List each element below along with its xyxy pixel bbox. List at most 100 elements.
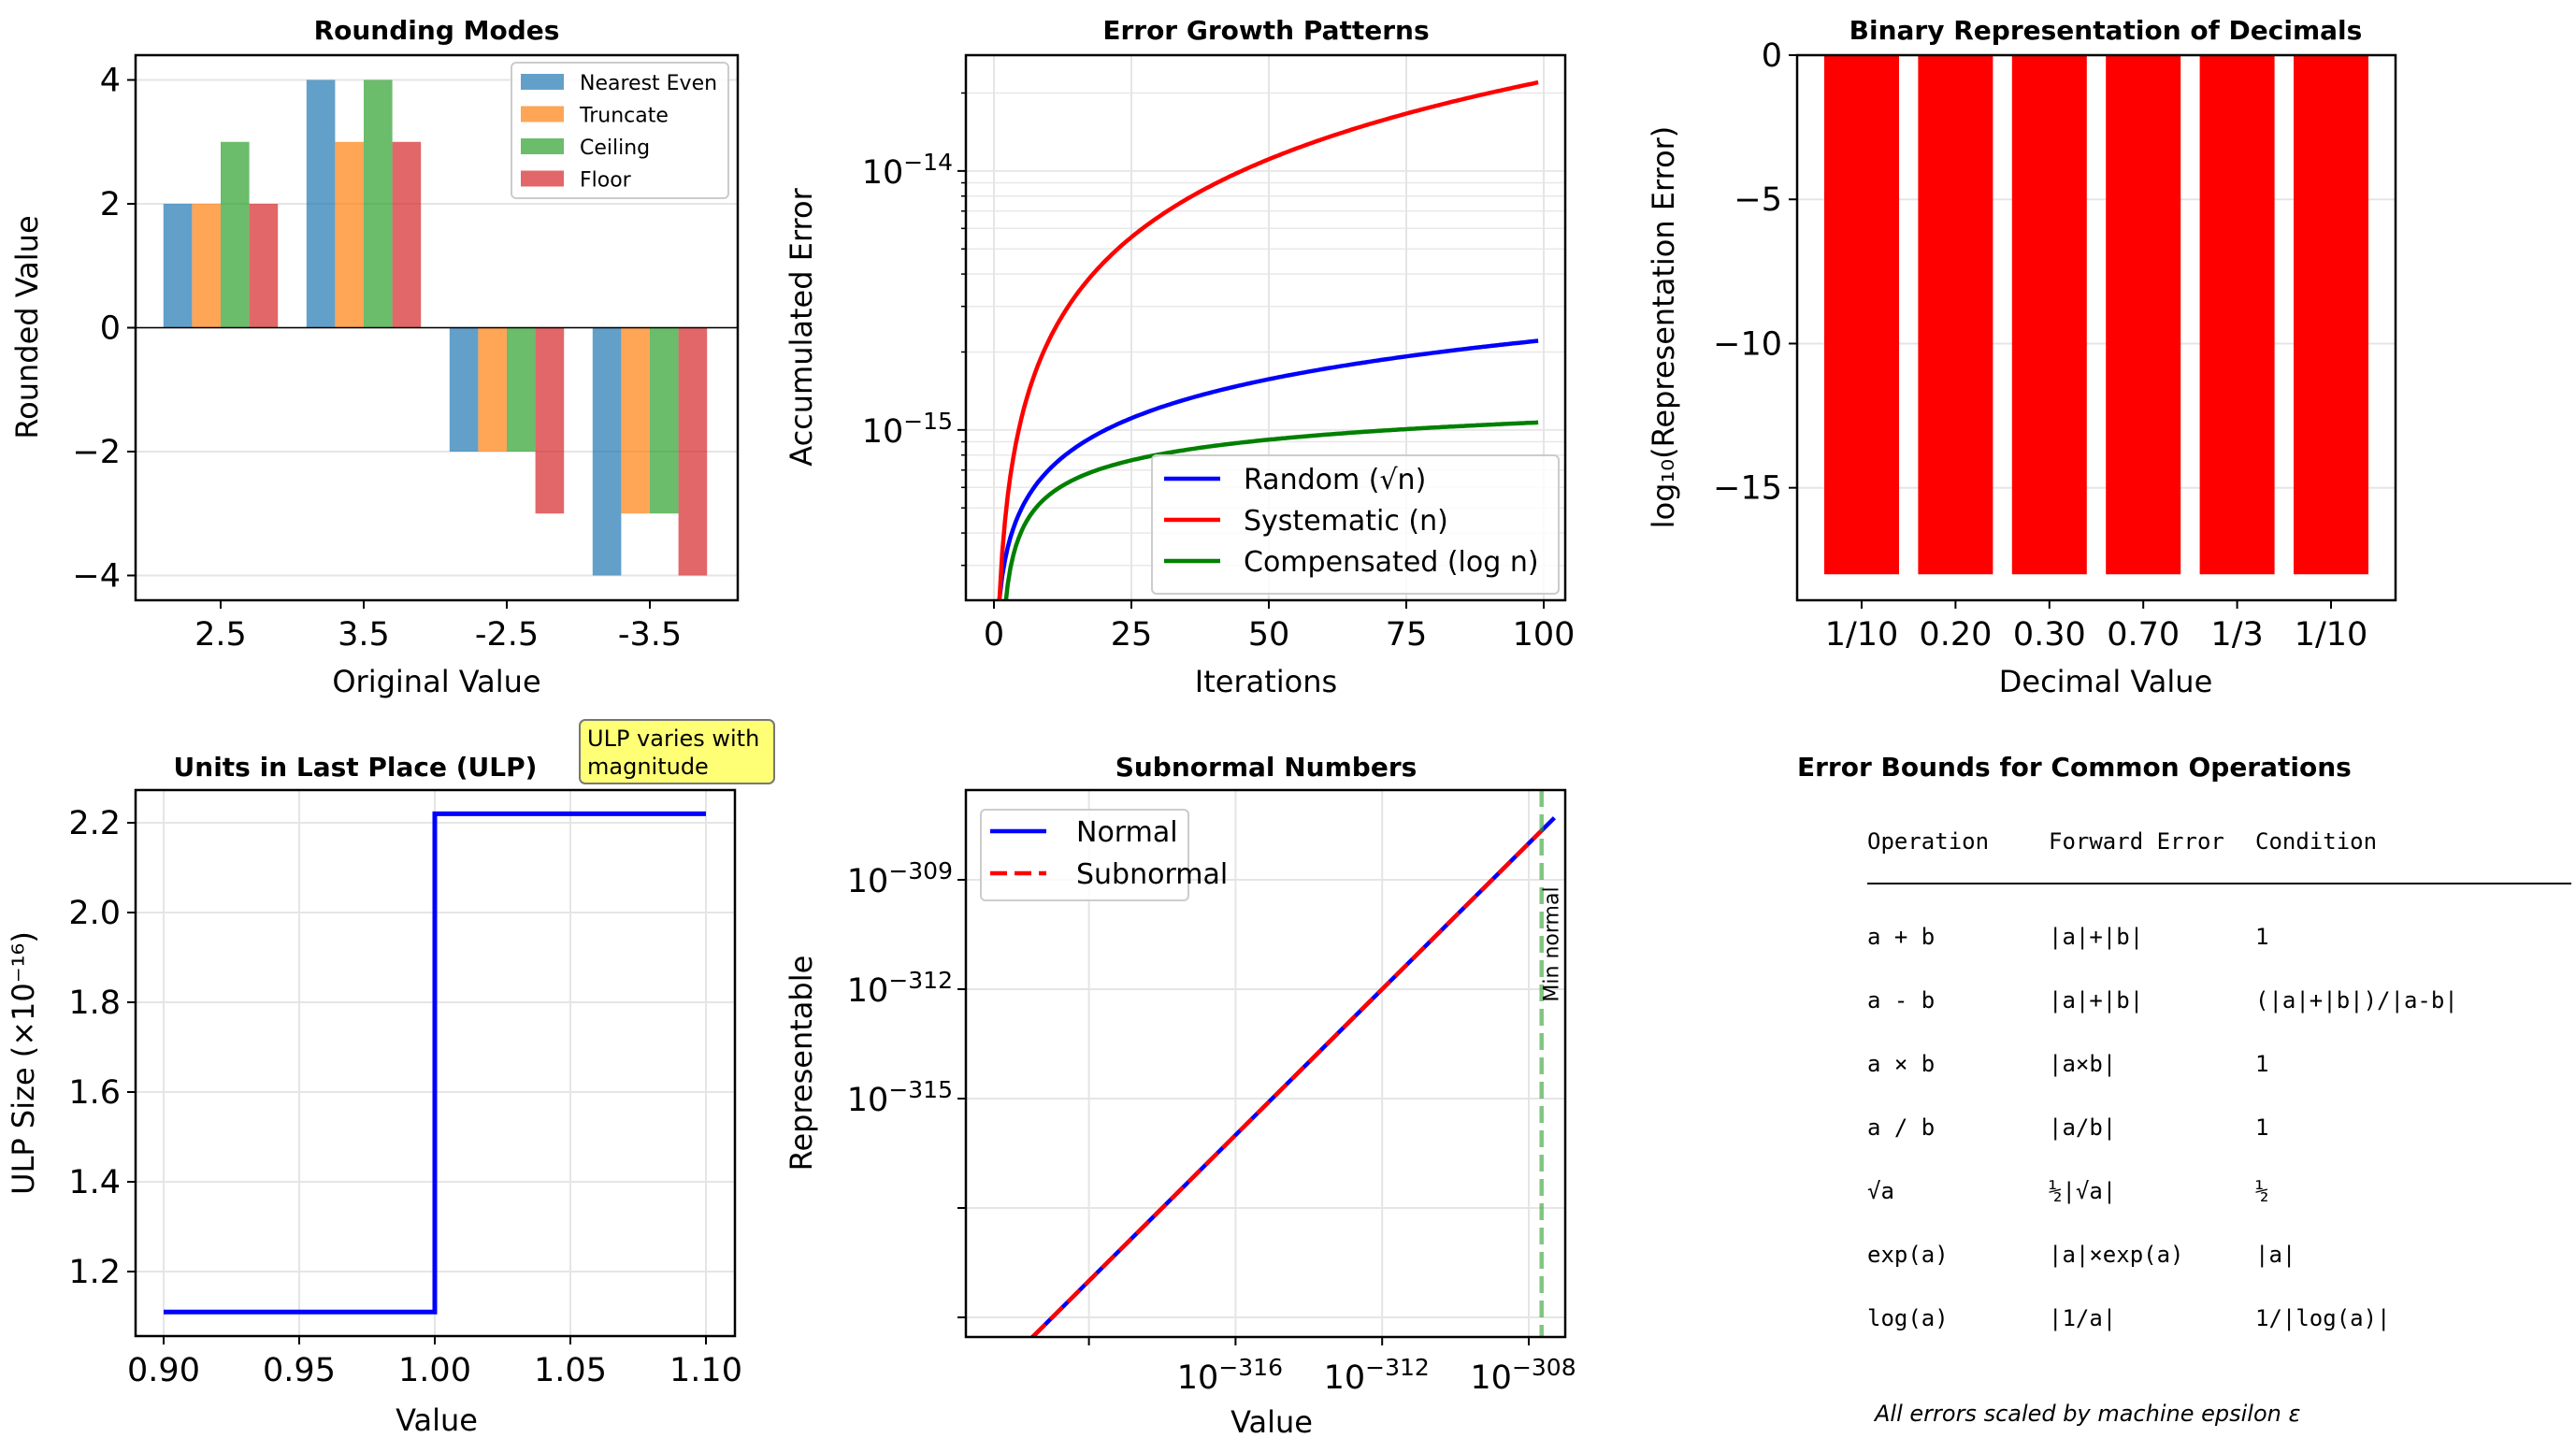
y-tick-label: 1.6 (68, 1074, 121, 1112)
bar-ceiling (221, 141, 250, 328)
annotation-line-2: magnitude (587, 754, 709, 780)
x-axis-label: Iterations (1195, 664, 1337, 699)
subnormal-title: Subnormal Numbers (1115, 752, 1418, 783)
y-tick-label: 2 (100, 186, 121, 223)
y-tick-label: 1.2 (68, 1254, 121, 1291)
x-axis-label: Original Value (332, 664, 540, 699)
axes-frame (964, 53, 1567, 602)
y-tick-label: 10−312 (847, 967, 953, 1010)
y-tick-label: −2 (72, 434, 121, 471)
bar (2294, 55, 2368, 575)
x-axis-label: Decimal Value (1999, 664, 2213, 699)
x-tick-label: -3.5 (618, 616, 682, 654)
x-tick-label: 10−312 (1324, 1354, 1430, 1397)
bar-truncate (335, 141, 364, 328)
bar-floor (678, 327, 708, 576)
y-tick-label: 4 (100, 63, 121, 100)
x-tick-label: 25 (1111, 616, 1153, 654)
table-cell: |a|+|b| (2049, 987, 2143, 1014)
table-cell: (|a|+|b|)/|a-b| (2255, 987, 2458, 1014)
error-bounds-table: Error Bounds for Common Operations Opera… (1797, 752, 2571, 1427)
legend-swatch (521, 138, 564, 154)
y-tick-label: 10−315 (847, 1076, 953, 1119)
bar-floor (249, 204, 279, 328)
bar-nearest-even (592, 327, 622, 576)
y-tick-label: 2.0 (68, 895, 121, 932)
x-tick-label: 1/3 (2210, 616, 2263, 654)
series-line-compensated (1003, 420, 1539, 600)
ulp-chart: Units in Last Place (ULP) 0.90 0.95 1.00 1.… (6, 719, 775, 1438)
legend-swatch (521, 106, 564, 122)
x-tick-label: 50 (1248, 616, 1290, 654)
x-tick-label: 100 (1513, 616, 1576, 654)
table-cell: 1 (2255, 924, 2268, 950)
rounding-modes-title: Rounding Modes (314, 15, 560, 46)
binary-representation-title: Binary Representation of Decimals (1849, 15, 2363, 46)
axes-frame (1795, 53, 2397, 602)
x-tick-label: 10−316 (1177, 1354, 1283, 1397)
error-bounds-title: Error Bounds for Common Operations (1797, 752, 2352, 783)
error-growth-chart: Error Growth Patterns 0 25 50 75 100 10−15 10… (784, 15, 1575, 699)
table-cell: 1 (2255, 1114, 2268, 1141)
y-tick-label: 0 (1762, 37, 1782, 75)
y-tick-label: 1.8 (68, 985, 121, 1022)
x-tick-label: 1.10 (669, 1352, 742, 1389)
table-cell: exp(a) (1867, 1242, 1949, 1268)
table-cell: |a|×exp(a) (2049, 1242, 2184, 1268)
y-axis-label: ULP Size (×10⁻¹⁶) (6, 931, 41, 1195)
x-tick-label: 1/10 (2295, 616, 2368, 654)
bar-truncate (478, 327, 507, 452)
legend-label: Random (√n) (1244, 464, 1426, 496)
x-tick-label: 1/10 (1825, 616, 1899, 654)
table-cell: a / b (1867, 1114, 1935, 1141)
y-axis-label: Accumulated Error (784, 187, 819, 466)
legend-label: Nearest Even (580, 72, 717, 95)
legend-label: Ceiling (580, 137, 650, 160)
y-tick-label: −5 (1734, 181, 1782, 219)
legend: Normal Subnormal (980, 809, 1228, 901)
axes-frame (964, 788, 1567, 1339)
column-header: Condition (2255, 828, 2377, 855)
x-tick-label: 3.5 (338, 616, 390, 654)
legend-label: Compensated (log n) (1244, 546, 1539, 579)
annotation-line-1: ULP varies with (587, 726, 759, 752)
x-tick-label: 0.30 (2013, 616, 2086, 654)
legend-label: Subnormal (1076, 858, 1228, 891)
table-cell: log(a) (1867, 1305, 1949, 1331)
table-cell: |a×b| (2049, 1051, 2116, 1077)
y-tick-label: 0 (100, 310, 121, 348)
x-tick-label: 2.5 (194, 616, 247, 654)
legend: Nearest Even Truncate Ceiling Floor (511, 62, 729, 199)
x-tick-label: 0.90 (127, 1352, 200, 1389)
y-tick-label: 2.2 (68, 805, 121, 842)
bar-floor (535, 327, 565, 514)
legend: Random (√n) Systematic (n) Compensated (lo… (1151, 454, 1560, 595)
y-axis-label: Rounded Value (9, 215, 45, 438)
bar (1918, 55, 1993, 575)
legend-label: Truncate (579, 105, 669, 128)
x-tick-label: 0.70 (2107, 616, 2180, 654)
x-tick-label: 0 (984, 616, 1004, 654)
x-tick-label: 0.95 (263, 1352, 336, 1389)
bar-nearest-even (163, 204, 193, 328)
y-tick-label: −10 (1713, 325, 1782, 363)
table-cell: a - b (1867, 987, 1935, 1014)
series-line-subnormal (1029, 828, 1544, 1337)
table-cell: 1/|log(a)| (2255, 1305, 2391, 1331)
bar (1824, 55, 1899, 575)
table-cell: 1 (2255, 1051, 2268, 1077)
bar-nearest-even (306, 79, 336, 328)
bar-nearest-even (449, 327, 479, 452)
ulp-title: Units in Last Place (ULP) (174, 752, 538, 783)
legend-label: Normal (1076, 816, 1178, 849)
table-cell: ½|√a| (2049, 1178, 2116, 1204)
x-tick-label: 1.05 (534, 1352, 607, 1389)
bar-truncate (621, 327, 650, 514)
series-line-random (997, 338, 1539, 600)
bar (2106, 55, 2181, 575)
x-axis-label: Value (1230, 1404, 1313, 1440)
table-cell: a + b (1867, 924, 1935, 950)
column-header: Operation (1867, 828, 1989, 855)
bar-ceiling (650, 327, 679, 514)
